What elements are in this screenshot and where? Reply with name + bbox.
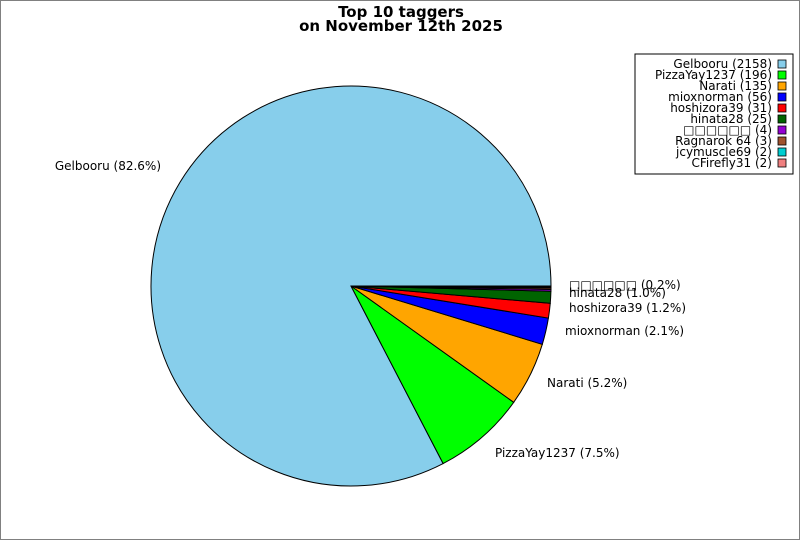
legend-swatch-hoshizora39 <box>777 103 787 113</box>
legend-swatch-narati <box>777 81 787 91</box>
legend-label-mioxnorman: mioxnorman (56) <box>668 90 772 104</box>
legend-label-hoshizora39: hoshizora39 (31) <box>670 101 772 115</box>
legend-swatch-item-6 <box>777 125 787 135</box>
legend-swatch-jcymuscle69 <box>777 147 787 157</box>
slice-label-narati: Narati (5.2%) <box>547 376 627 390</box>
slice-label-pizzayay1237: PizzaYay1237 (7.5%) <box>495 446 620 460</box>
slice-label-gelbooru: Gelbooru (82.6%) <box>55 159 161 173</box>
slice-label-mioxnorman: mioxnorman (2.1%) <box>565 324 684 338</box>
legend-swatch-hinata28 <box>777 114 787 124</box>
legend-label-narati: Narati (135) <box>699 79 772 93</box>
chart-title-line-1: Top 10 taggers <box>338 3 464 21</box>
slice-labels: Gelbooru (82.6%) PizzaYay1237 (7.5%) Narat… <box>55 159 686 460</box>
legend: Gelbooru (2158)PizzaYay1237 (196)Narati … <box>634 53 794 175</box>
legend-label-cfirefly31: CFirefly31 (2) <box>691 156 772 170</box>
slice-pizzayay1237 <box>350 285 515 465</box>
legend-swatch-pizzayay1237 <box>777 70 787 80</box>
slice-label-hinata28: hinata28 (1.0%) <box>569 286 666 300</box>
legend-swatch-gelbooru <box>777 59 787 69</box>
legend-box <box>634 53 794 175</box>
pie-slices <box>150 85 552 487</box>
legend-swatch-cfirefly31 <box>777 158 787 168</box>
legend-swatch-ragnarok-64 <box>777 136 787 146</box>
legend-label-hinata28: hinata28 (25) <box>690 112 772 126</box>
slice-label-item-6: □□□□□□ (0.2%) <box>569 278 681 292</box>
legend-label-ragnarok-64: Ragnarok 64 (3) <box>675 134 772 148</box>
legend-label-jcymuscle69: jcymuscle69 (2) <box>675 145 772 159</box>
legend-label-pizzayay1237: PizzaYay1237 (196) <box>655 68 772 82</box>
legend-label-gelbooru: Gelbooru (2158) <box>673 57 772 71</box>
legend-label-item-6: □□□□□□ (4) <box>683 123 772 137</box>
chart-title-line-2: on November 12th 2025 <box>299 17 503 35</box>
legend-swatch-mioxnorman <box>777 92 787 102</box>
slice-cfirefly31 <box>350 285 552 288</box>
slice-label-hoshizora39: hoshizora39 (1.2%) <box>569 301 686 315</box>
